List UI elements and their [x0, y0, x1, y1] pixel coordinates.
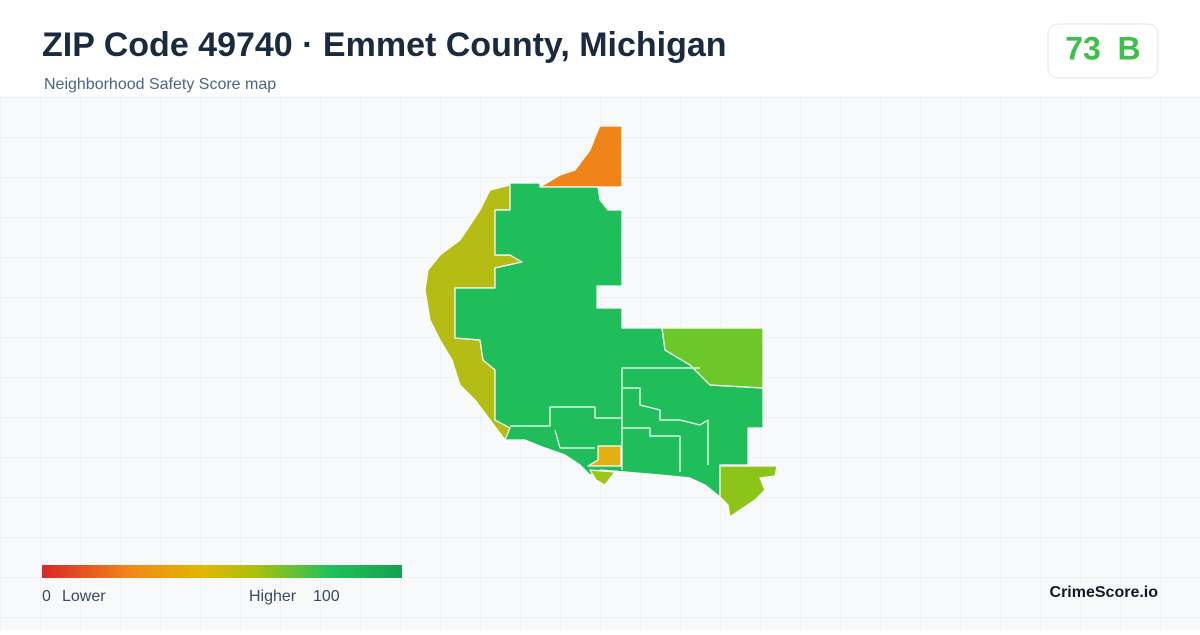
region — [719, 465, 778, 518]
map — [424, 125, 778, 518]
legend: 0 Lower Higher 100 — [42, 565, 402, 605]
region — [539, 125, 623, 188]
badge-box — [1047, 23, 1159, 79]
header-bg — [0, 0, 1200, 96]
boundary — [622, 427, 681, 472]
region — [587, 445, 622, 467]
boundary — [622, 387, 709, 465]
legend-max: 100 — [313, 588, 340, 605]
score-grade: B — [1117, 30, 1140, 66]
brand: CrimeScore.io — [1050, 584, 1159, 601]
score-value: 73 — [1065, 30, 1101, 66]
subtitle: Neighborhood Safety Score map — [44, 76, 276, 93]
title: ZIP Code 49740 · Emmet County, Michigan — [42, 26, 727, 64]
boundary — [510, 367, 700, 427]
region — [454, 182, 764, 498]
region — [661, 327, 764, 389]
legend-max-label: Higher — [249, 588, 297, 605]
legend-scale — [42, 565, 402, 578]
score-badge: 73 B — [1047, 23, 1159, 79]
legend-min: 0 — [42, 588, 51, 605]
legend-min-label: Lower — [62, 588, 106, 605]
boundary — [554, 429, 595, 449]
region — [589, 469, 616, 486]
